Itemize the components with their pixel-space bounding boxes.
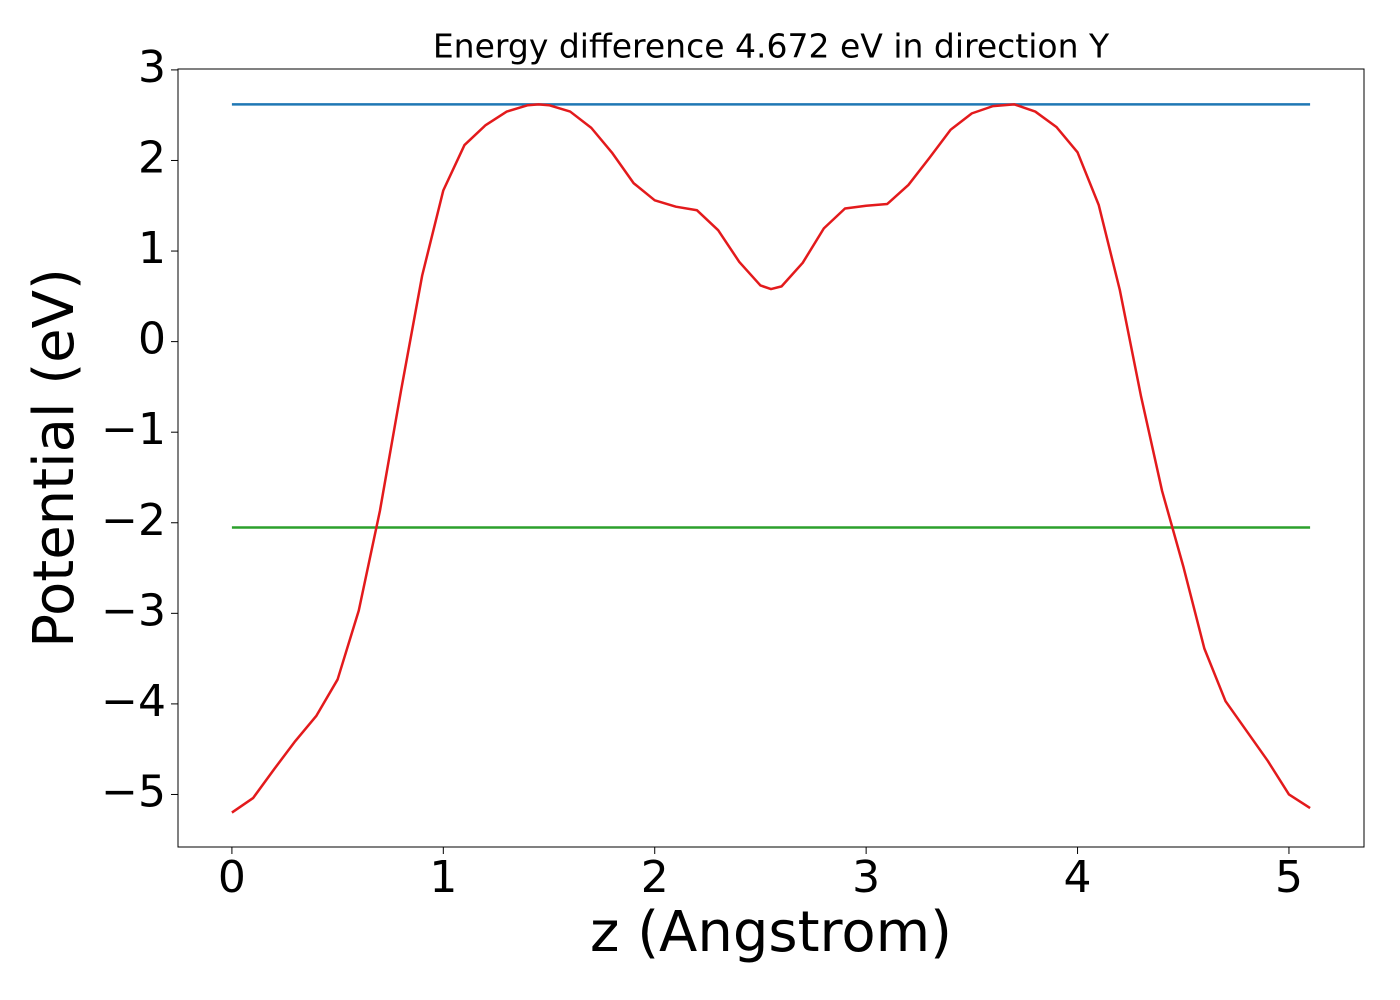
x-tick-label: 4 — [1064, 852, 1092, 903]
y-tick-label: 0 — [138, 314, 166, 365]
y-tick-label: −3 — [101, 585, 166, 636]
series-line — [231, 103, 1311, 814]
x-axis-label: z (Angstrom) — [590, 900, 952, 965]
x-tick-label: 2 — [641, 852, 669, 903]
plot-frame — [177, 68, 1365, 848]
x-tick-label: 5 — [1275, 852, 1303, 903]
y-tick-label: −1 — [101, 404, 166, 455]
y-tick-label: 2 — [138, 132, 166, 183]
y-tick-label: 1 — [138, 223, 166, 274]
y-tick-label: −4 — [101, 676, 166, 727]
y-axis-label: Potential (eV) — [22, 268, 87, 648]
x-tick-label: 3 — [852, 852, 880, 903]
x-tick-label: 0 — [218, 852, 246, 903]
chart-title: Energy difference 4.672 eV in direction … — [433, 27, 1110, 66]
y-tick-label: 3 — [138, 42, 166, 93]
y-tick-label: −5 — [101, 766, 166, 817]
x-tick-label: 1 — [429, 852, 457, 903]
y-tick-label: −2 — [101, 495, 166, 546]
